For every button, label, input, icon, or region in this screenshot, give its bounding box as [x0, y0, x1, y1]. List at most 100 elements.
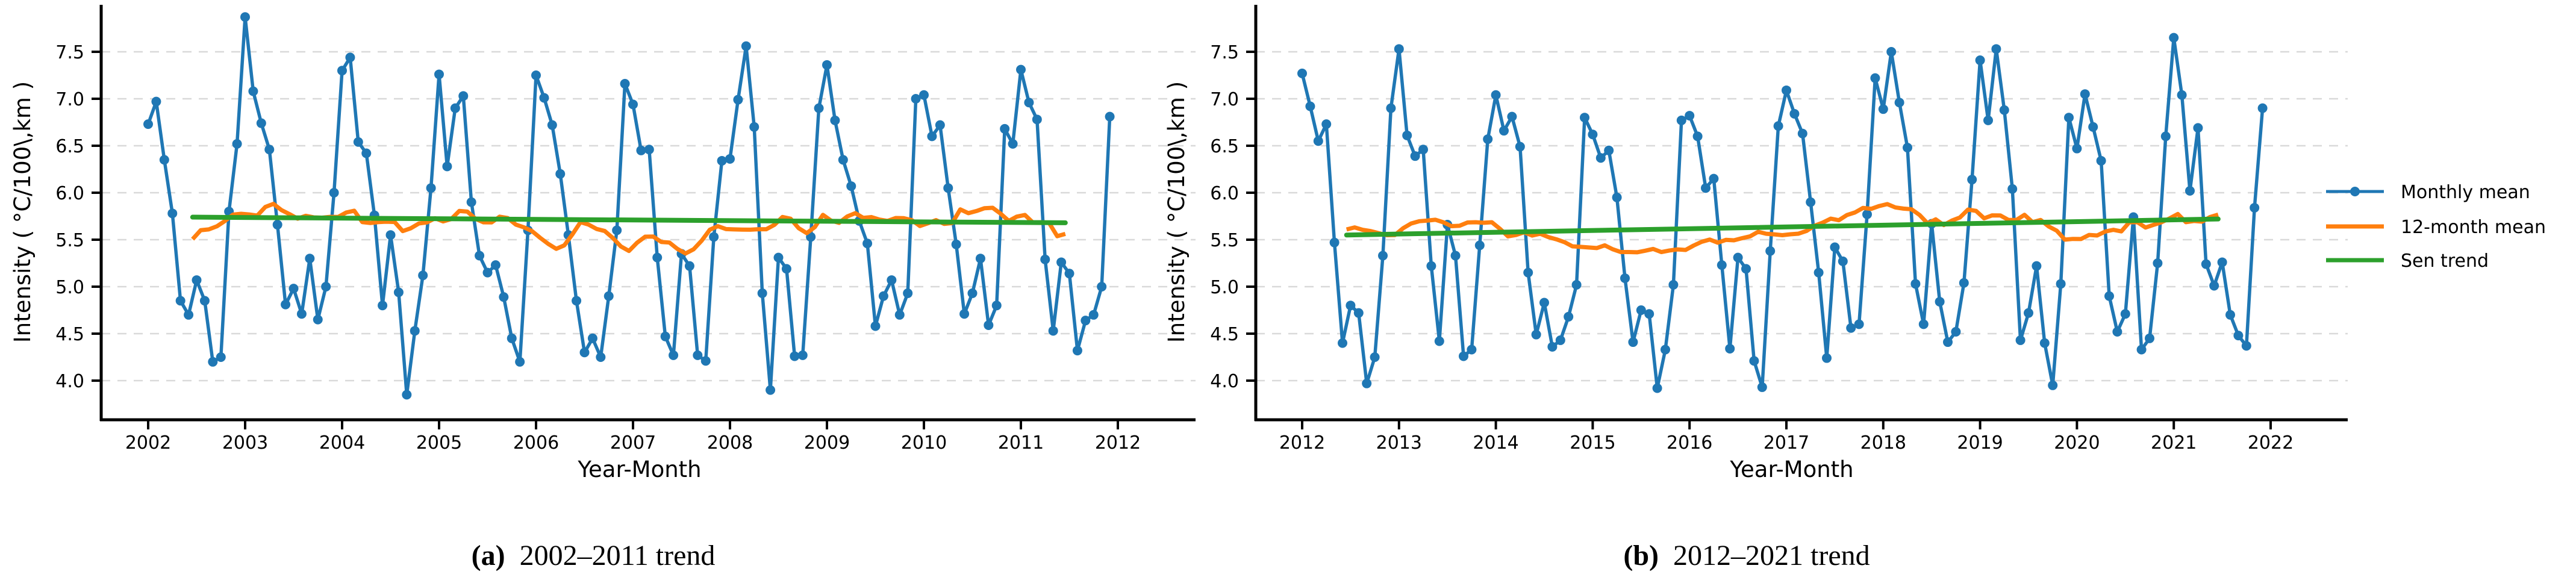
- monthly-mean-point: [773, 252, 784, 263]
- monthly-mean-point: [1571, 279, 1582, 290]
- y-tick-label: 4.5: [55, 324, 84, 345]
- monthly-mean-point: [1040, 254, 1050, 264]
- monthly-mean-point: [232, 139, 242, 149]
- monthly-mean-point: [2177, 90, 2187, 100]
- y-tick-label: 4.0: [55, 371, 84, 392]
- monthly-mean-point: [911, 94, 921, 104]
- monthly-mean-point: [1064, 269, 1074, 279]
- monthly-mean-point: [669, 350, 679, 360]
- monthly-mean-point: [1668, 279, 1679, 290]
- monthly-mean-point: [684, 261, 694, 271]
- y-tick-label: 4.0: [1210, 371, 1239, 392]
- monthly-mean-point: [1072, 346, 1082, 356]
- monthly-mean-point: [143, 119, 153, 129]
- monthly-mean-point: [1531, 329, 1541, 340]
- monthly-mean-point: [410, 326, 420, 336]
- monthly-mean-point: [2233, 331, 2244, 341]
- panel-b-plot: 4.0 4.5 5.0 5.5 6.0 6.5 7.0 7.5 2012 2013 2014 2015…: [1210, 5, 2348, 454]
- y-tick-label: 7.0: [55, 89, 84, 110]
- monthly-mean-point: [1418, 145, 1428, 155]
- monthly-mean-point: [385, 230, 396, 240]
- monthly-mean-point: [2241, 341, 2251, 351]
- monthly-mean-point: [1547, 341, 1558, 352]
- x-tick-label: 2002: [125, 432, 171, 454]
- monthly-mean-point: [1410, 151, 1420, 161]
- monthly-mean-point: [1959, 278, 1969, 288]
- monthly-mean-point: [572, 296, 582, 306]
- monthly-mean-point: [1661, 344, 1670, 355]
- monthly-mean-point: [1305, 101, 1315, 111]
- monthly-mean-point: [2080, 89, 2090, 99]
- monthly-mean-point: [919, 90, 929, 100]
- monthly-mean-point: [1644, 309, 1654, 319]
- monthly-mean-point: [466, 197, 476, 207]
- monthly-mean-point: [1822, 353, 1832, 363]
- monthly-mean-point: [975, 254, 985, 264]
- monthly-mean-point: [1676, 115, 1686, 125]
- monthly-mean-point: [620, 79, 630, 89]
- monthly-mean-point: [2169, 33, 2179, 43]
- monthly-mean-point: [1507, 111, 1517, 122]
- monthly-mean-point: [1903, 143, 1912, 153]
- monthly-mean-point: [2015, 335, 2026, 345]
- monthly-mean-point: [1813, 267, 1824, 278]
- monthly-mean-point: [1056, 257, 1067, 267]
- y-tick-label: 6.5: [55, 136, 84, 157]
- monthly-mean-point: [1717, 260, 1727, 270]
- monthly-mean-point: [256, 118, 266, 128]
- monthly-mean-point: [2039, 338, 2050, 348]
- monthly-mean-point: [1081, 316, 1091, 326]
- monthly-mean-point: [1725, 343, 1735, 354]
- monthly-mean-point: [1491, 90, 1501, 100]
- monthly-mean-point: [1402, 130, 1412, 140]
- x-tick-label: 2006: [513, 432, 559, 454]
- monthly-mean-point: [887, 275, 897, 285]
- y-axis-label-b: Intensity ( °C/100\,km ): [1164, 81, 1190, 343]
- monthly-mean-point: [1886, 47, 1897, 57]
- monthly-mean-point: [741, 41, 751, 51]
- monthly-mean-point: [1983, 115, 1993, 125]
- monthly-mean-point: [555, 169, 566, 179]
- monthly-mean-point: [2120, 309, 2130, 319]
- monthly-mean-point: [660, 331, 670, 341]
- monthly-mean-point: [1951, 326, 1961, 337]
- x-tick-label: 2007: [610, 432, 656, 454]
- monthly-mean-point: [612, 225, 622, 235]
- monthly-mean-point: [1830, 242, 1840, 252]
- monthly-mean-points: [143, 12, 1115, 400]
- monthly-mean-legend-dot-icon: [2350, 187, 2360, 196]
- monthly-mean-point: [984, 320, 994, 330]
- monthly-mean-point: [644, 145, 654, 155]
- monthly-mean-point: [2104, 291, 2114, 301]
- monthly-mean-point: [943, 183, 953, 193]
- monthly-mean-point: [2217, 257, 2227, 267]
- monthly-mean-point: [1362, 378, 1372, 388]
- monthly-mean-point: [2185, 185, 2195, 196]
- monthly-mean-point: [1564, 311, 1574, 322]
- monthly-mean-point: [1555, 335, 1565, 345]
- monthly-mean-point: [1846, 323, 1856, 333]
- x-tick-label: 2016: [1667, 432, 1712, 454]
- rolling-mean-line: [1346, 202, 2219, 255]
- monthly-mean-point: [531, 70, 541, 80]
- monthly-mean-point: [499, 292, 509, 302]
- monthly-mean-point: [1474, 240, 1485, 251]
- monthly-mean-point: [628, 99, 638, 110]
- monthly-mean-point: [878, 291, 888, 301]
- x-tick-label: 2022: [2248, 432, 2294, 454]
- x-tick-label: 2017: [1764, 432, 1809, 454]
- monthly-mean-point: [1008, 139, 1018, 149]
- monthly-mean-point: [1733, 252, 1743, 263]
- monthly-mean-point: [652, 252, 663, 263]
- monthly-mean-point: [1459, 351, 1468, 361]
- monthly-mean-point: [1329, 237, 1339, 248]
- monthly-mean-point: [199, 296, 210, 306]
- legend-label-monthly-mean: Monthly mean: [2401, 182, 2530, 203]
- monthly-mean-point: [159, 155, 169, 165]
- monthly-mean-point: [1685, 111, 1695, 121]
- monthly-mean-point: [1523, 267, 1533, 278]
- y-tick-label: 5.5: [55, 230, 84, 251]
- monthly-mean-point: [1386, 103, 1396, 113]
- y-tick-label: 6.0: [1210, 183, 1239, 204]
